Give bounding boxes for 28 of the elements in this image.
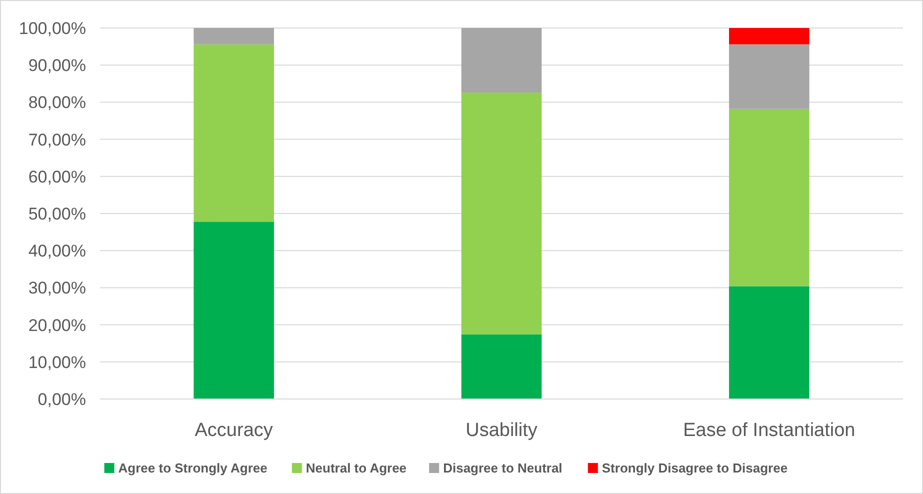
legend-label: Disagree to Neutral [443, 460, 562, 476]
y-tick-label: 70,00% [28, 130, 86, 150]
x-tick-label: Ease of Instantiation [683, 420, 856, 441]
y-tick-label: 50,00% [28, 204, 86, 224]
bar [729, 108, 810, 286]
y-tick-label: 0,00% [38, 390, 86, 409]
y-tick-label: 30,00% [28, 278, 86, 298]
bar [729, 44, 810, 109]
legend-label: Agree to Strongly Agree [118, 460, 268, 476]
bar [729, 286, 810, 399]
bar [194, 44, 274, 222]
legend-label: Neutral to Agree [306, 460, 407, 476]
y-tick-label: 40,00% [28, 242, 86, 261]
y-tick-label: 10,00% [28, 352, 86, 372]
legend-label: Strongly Disagree to Disagree [602, 460, 788, 476]
bar [461, 28, 542, 93]
y-tick-label: 20,00% [28, 316, 86, 335]
y-tick-label: 90,00% [28, 56, 86, 76]
x-tick-label: Usability [466, 420, 538, 441]
bar [194, 222, 274, 399]
bar [729, 28, 810, 44]
y-tick-label: 80,00% [28, 93, 86, 112]
y-tick-label: 60,00% [28, 167, 86, 186]
bar [461, 92, 542, 334]
y-tick-label: 100,00% [18, 18, 86, 38]
x-tick-label: Accuracy [194, 420, 274, 441]
bar [194, 28, 274, 44]
bar [461, 334, 542, 399]
